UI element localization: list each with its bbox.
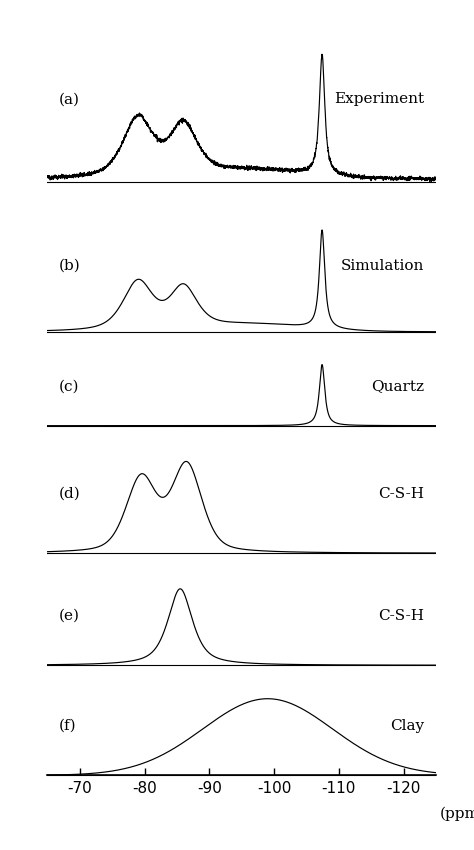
- Text: (f): (f): [59, 719, 77, 733]
- Text: C-S-H: C-S-H: [378, 487, 424, 501]
- Text: Simulation: Simulation: [341, 259, 424, 273]
- Text: (ppm): (ppm): [440, 807, 474, 821]
- Text: (b): (b): [59, 259, 81, 273]
- Text: (d): (d): [59, 487, 81, 501]
- Text: (e): (e): [59, 609, 80, 623]
- Text: (c): (c): [59, 379, 80, 394]
- Text: Clay: Clay: [390, 719, 424, 733]
- Text: Experiment: Experiment: [334, 93, 424, 106]
- Text: Quartz: Quartz: [372, 379, 424, 394]
- Text: C-S-H: C-S-H: [378, 609, 424, 623]
- Text: (a): (a): [59, 93, 80, 106]
